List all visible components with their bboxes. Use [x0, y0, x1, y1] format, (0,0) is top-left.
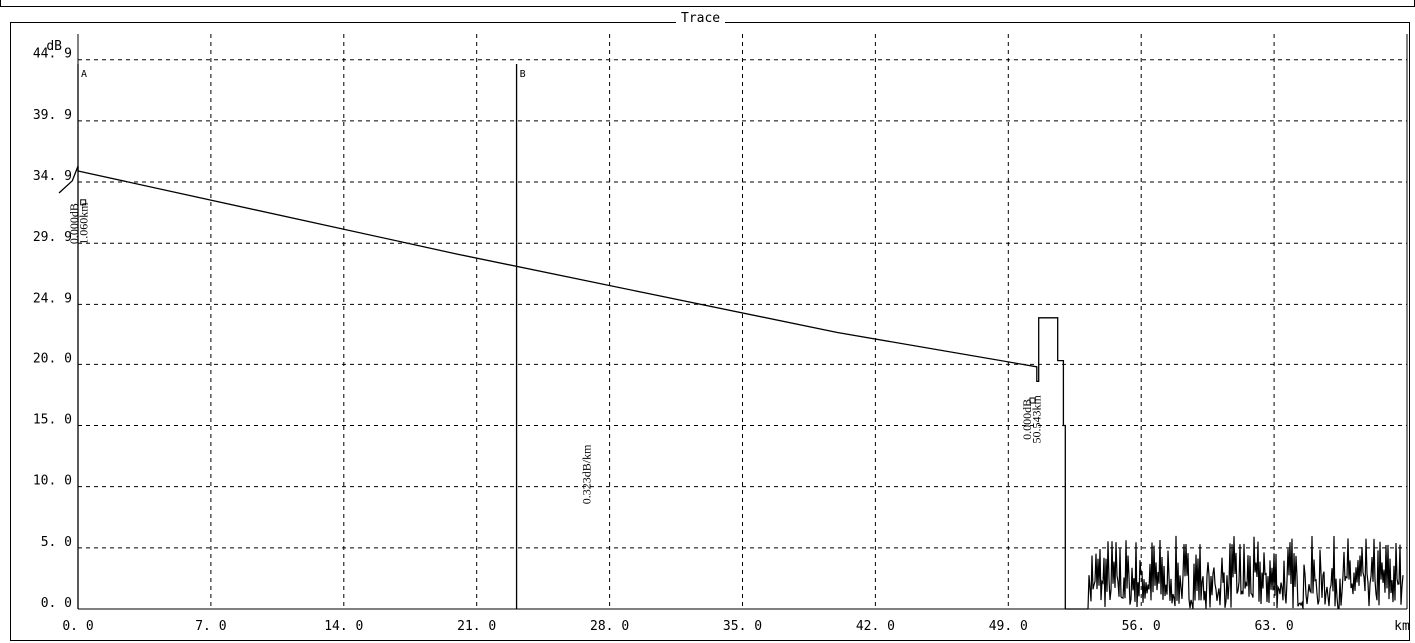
marker-b-label: B	[520, 69, 526, 80]
x-tick-label: 63. 0	[1255, 619, 1294, 634]
event-marker[interactable]	[1029, 397, 1036, 404]
x-tick-label: 49. 0	[989, 619, 1028, 634]
x-tick-label: 0. 0	[62, 619, 93, 634]
y-tick-label: 29. 9	[33, 230, 72, 245]
x-tick-label: 35. 0	[723, 619, 762, 634]
x-axis-label: km	[1394, 619, 1410, 634]
x-tick-label: 21. 0	[457, 619, 496, 634]
y-axis-label: dB	[46, 39, 62, 54]
trace-panel-title: Trace	[676, 12, 726, 26]
y-tick-label: 5. 0	[41, 535, 72, 550]
trace-line	[58, 165, 1066, 609]
x-tick-label: 7. 0	[195, 619, 226, 634]
annotation-event2_loss: 0.000dB	[1020, 399, 1034, 440]
annotation-event2_dist: 50.543km	[1030, 395, 1044, 444]
x-tick-label: 56. 0	[1122, 619, 1161, 634]
noise-floor	[1065, 535, 1404, 610]
annotation-slope: 0.323dB/km	[580, 444, 594, 504]
y-tick-label: 10. 0	[33, 474, 72, 489]
y-tick-label: 39. 9	[33, 108, 72, 123]
y-tick-label: 34. 9	[33, 169, 72, 184]
x-tick-label: 42. 0	[856, 619, 895, 634]
x-tick-label: 28. 0	[590, 619, 629, 634]
annotation-event1_dist: 1.060km	[76, 202, 90, 245]
event-marker[interactable]	[80, 199, 87, 206]
x-tick-label: 14. 0	[324, 619, 363, 634]
y-tick-label: 44. 9	[33, 47, 72, 62]
annotation-event1_loss: 0.000dB	[67, 203, 81, 244]
y-tick-label: 20. 0	[33, 351, 72, 366]
marker-a-label: A	[81, 69, 87, 80]
y-tick-label: 0. 0	[41, 596, 72, 611]
y-tick-label: 24. 9	[33, 291, 72, 306]
y-tick-label: 15. 0	[33, 412, 72, 427]
